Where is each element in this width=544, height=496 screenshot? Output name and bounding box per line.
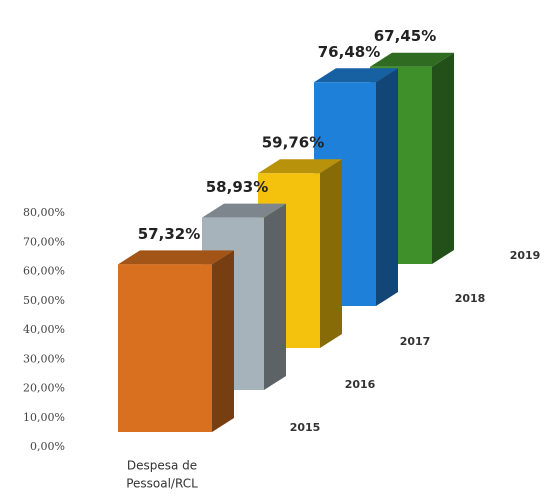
- bar-side: [212, 250, 234, 432]
- y-tick-label: 40,00%: [23, 323, 65, 336]
- value-label: 67,45%: [374, 27, 436, 45]
- y-tick-label: 10,00%: [23, 411, 65, 424]
- bar-top: [258, 159, 342, 174]
- value-label: 58,93%: [206, 178, 268, 196]
- y-tick-label: 70,00%: [23, 235, 65, 248]
- x-axis-label: Pessoal/RCL: [126, 477, 198, 491]
- x-tick-label: 2016: [345, 378, 376, 391]
- bar-side: [320, 159, 342, 348]
- y-tick-label: 20,00%: [23, 382, 65, 395]
- bar-front: [118, 264, 212, 432]
- bar-top: [314, 68, 398, 83]
- x-tick-label: 2019: [510, 249, 541, 262]
- bar-top: [370, 52, 454, 67]
- bar-top: [202, 203, 286, 218]
- y-tick-label: 0,00%: [30, 440, 65, 453]
- bar-top: [118, 250, 234, 265]
- x-tick-label: 2018: [455, 292, 486, 305]
- y-tick-label: 80,00%: [23, 206, 65, 219]
- bar-side: [432, 52, 454, 264]
- bar: [118, 250, 234, 432]
- x-tick-label: 2017: [400, 335, 431, 348]
- x-tick-label: 2015: [290, 421, 321, 434]
- y-tick-label: 30,00%: [23, 352, 65, 365]
- bar-side: [264, 203, 286, 390]
- value-label: 57,32%: [138, 225, 200, 243]
- y-tick-label: 50,00%: [23, 294, 65, 307]
- x-axis-label: Despesa de: [127, 459, 197, 473]
- bar-side: [376, 68, 398, 307]
- value-label: 59,76%: [262, 134, 324, 152]
- y-tick-label: 60,00%: [23, 265, 65, 278]
- value-label: 76,48%: [318, 43, 380, 61]
